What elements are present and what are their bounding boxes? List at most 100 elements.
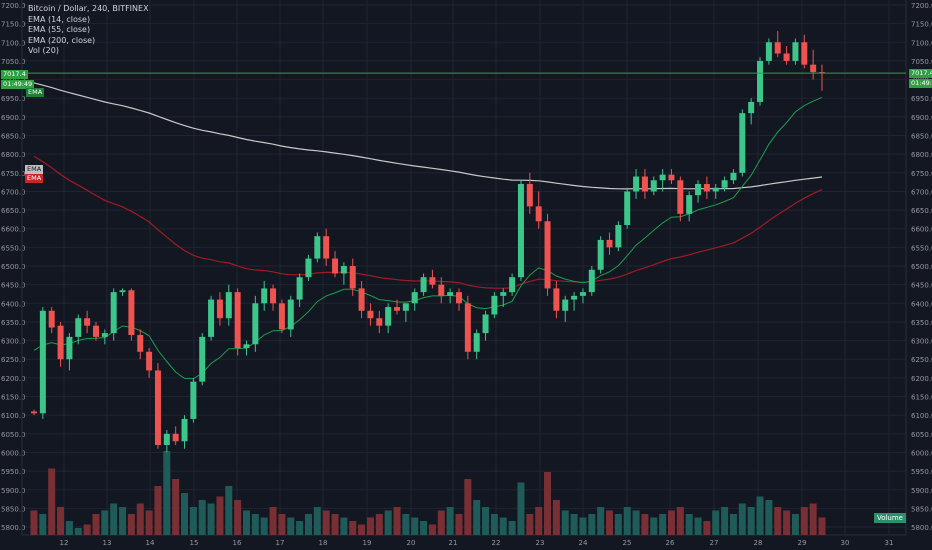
candle-body — [367, 310, 374, 319]
volume-bar — [393, 507, 401, 535]
candle-body — [314, 236, 321, 259]
x-tick-label: 16 — [233, 539, 242, 547]
y-tick-right: 6500.0 — [911, 263, 932, 271]
candle-body — [668, 174, 675, 181]
y-tick-left: 6600.0 — [1, 226, 26, 234]
volume-bar — [251, 514, 259, 535]
volume-bar — [535, 507, 543, 535]
y-tick-right: 6800.0 — [911, 151, 932, 159]
y-tick-left: 6850.0 — [1, 133, 26, 141]
candle-body — [429, 277, 436, 285]
candle-body — [801, 42, 808, 65]
candle-body — [385, 307, 392, 326]
y-tick-right: 6950.0 — [911, 95, 932, 103]
x-tick-label: 21 — [449, 539, 458, 547]
y-tick-right: 6300.0 — [911, 338, 932, 346]
candle-body — [491, 295, 498, 315]
candle-body — [526, 183, 533, 207]
volume-bar — [632, 510, 640, 535]
y-tick-left: 6050.0 — [1, 431, 26, 439]
y-tick-left: 5800.0 — [1, 524, 26, 532]
volume-bar — [756, 496, 764, 535]
candle-body — [190, 381, 197, 419]
volume-bar — [127, 514, 135, 535]
y-tick-right: 6200.0 — [911, 375, 932, 383]
candle-body — [606, 239, 613, 248]
volume-bar — [747, 507, 755, 535]
candle-body — [119, 290, 126, 293]
candle-body — [765, 42, 772, 61]
ema55-tag-left: EMA — [25, 174, 44, 183]
candle-body — [571, 295, 578, 300]
candle-body — [199, 336, 206, 382]
candle-body — [287, 299, 294, 330]
candle-body — [659, 174, 666, 181]
candle-body — [208, 299, 215, 337]
volume-bar — [92, 514, 100, 535]
candle-body — [588, 269, 595, 293]
y-tick-left: 6250.0 — [1, 356, 26, 364]
y-tick-right: 6100.0 — [911, 412, 932, 420]
price-tag-right: 7017.4 — [909, 69, 932, 78]
x-tick-label: 24 — [579, 539, 588, 547]
volume-bar — [765, 500, 773, 535]
volume-bar — [712, 510, 720, 535]
x-tick-label: 18 — [319, 539, 328, 547]
volume-bar — [738, 503, 746, 535]
volume-bar — [278, 514, 286, 535]
volume-bar — [490, 514, 498, 535]
volume-legend: Vol (20) — [28, 46, 59, 55]
candle-body — [783, 53, 790, 61]
volume-bar — [774, 507, 782, 535]
y-tick-right: 7150.0 — [911, 21, 932, 29]
volume-bar — [358, 524, 366, 535]
volume-bar — [561, 510, 569, 535]
x-tick-label: 17 — [276, 539, 285, 547]
y-tick-left: 7150.0 — [1, 21, 26, 29]
volume-bar — [163, 451, 171, 535]
y-tick-left: 6150.0 — [1, 394, 26, 402]
volume-bar — [225, 486, 233, 535]
volume-bar — [552, 500, 560, 535]
x-tick-label: 31 — [885, 539, 894, 547]
candle-body — [296, 277, 303, 300]
y-tick-left: 6400.0 — [1, 300, 26, 308]
ema200-tag-left: EMA — [25, 165, 44, 174]
volume-bar — [464, 479, 472, 535]
volume-bar — [57, 507, 65, 535]
candle-body — [455, 292, 462, 304]
y-tick-left: 5900.0 — [1, 487, 26, 495]
x-tick-label: 12 — [60, 539, 69, 547]
volume-bar — [641, 514, 649, 535]
candle-body — [402, 303, 409, 311]
volume-bar — [685, 514, 693, 535]
symbol-title: Bitcoin / Dollar, 240, BITFINEX — [28, 4, 149, 13]
candle-body — [615, 225, 622, 248]
y-tick-left: 5950.0 — [1, 468, 26, 476]
volume-bar — [818, 517, 826, 535]
volume-bar — [296, 521, 304, 535]
candle-body — [39, 310, 46, 414]
volume-bar — [446, 507, 454, 535]
candle-body — [252, 303, 259, 345]
volume-bar — [437, 510, 445, 535]
volume-bar — [579, 517, 587, 535]
volume-bar — [136, 503, 144, 535]
x-tick-label: 26 — [666, 539, 675, 547]
candle-body — [270, 288, 277, 304]
y-tick-right: 6750.0 — [911, 170, 932, 178]
ema200-line — [33, 82, 823, 190]
volume-bar — [588, 514, 596, 535]
candle-body — [48, 310, 55, 328]
volume-bar — [119, 507, 127, 535]
x-tick-label: 23 — [536, 539, 545, 547]
y-tick-left: 6000.0 — [1, 449, 26, 457]
candle-body — [482, 314, 489, 334]
candle-body — [340, 266, 347, 274]
volume-bar — [614, 514, 622, 535]
volume-bar — [234, 500, 242, 535]
volume-bar — [340, 517, 348, 535]
candle-body — [243, 344, 250, 349]
candle-body — [624, 191, 631, 226]
